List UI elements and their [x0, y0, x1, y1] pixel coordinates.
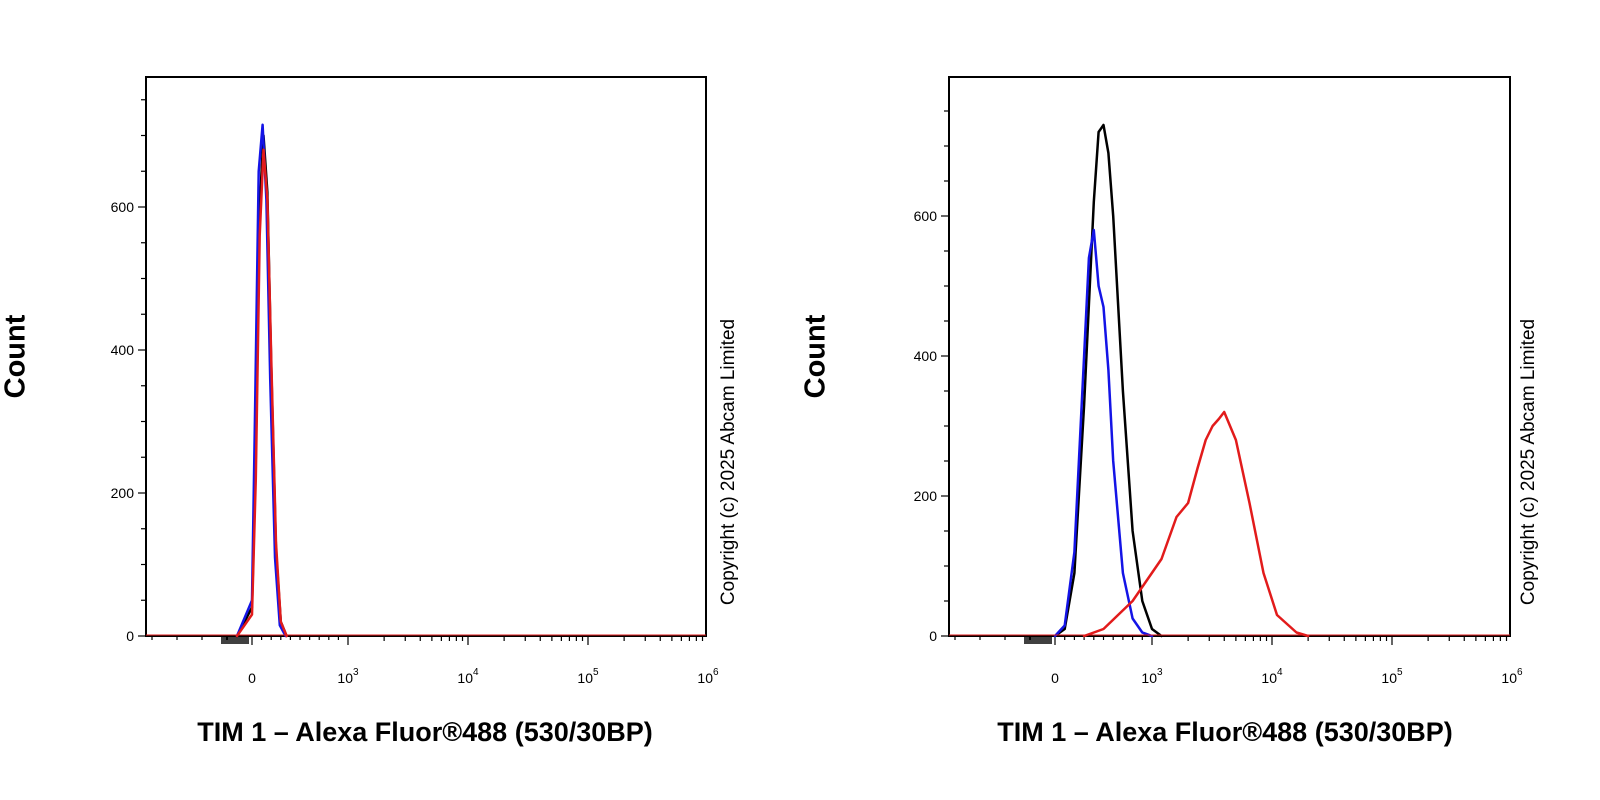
copyright-notice: Copyright (c) 2025 Abcam Limited	[1518, 318, 1539, 606]
x-tick-label: 103	[337, 667, 359, 686]
y-tick-label: 200	[914, 488, 938, 504]
x-tick-label: 0	[248, 670, 256, 686]
y-tick-label: 200	[111, 485, 135, 501]
plot-frame	[948, 76, 1511, 637]
x-tick-label: 105	[577, 667, 599, 686]
series-line-red	[1082, 410, 1310, 638]
x-tick-label: 103	[1141, 667, 1163, 686]
plot-frame	[145, 76, 707, 637]
y-tick-label: 400	[111, 342, 135, 358]
x-tick-label: 0	[1051, 670, 1059, 686]
y-tick-label: 400	[914, 348, 938, 364]
y-axis-label: Count	[0, 314, 32, 399]
x-tick-label: 104	[457, 667, 479, 686]
histogram-panel-right: 0 200 400 600 0 103 104 105 106 Count TIM 1 – Al…	[800, 0, 1600, 800]
x-axis-label: TIM 1 – Alexa Fluor®488 (530/30BP)	[197, 717, 653, 747]
series-line-red	[235, 148, 288, 638]
x-tick-label: 106	[697, 667, 719, 686]
x-axis-label: TIM 1 – Alexa Fluor®488 (530/30BP)	[997, 717, 1453, 747]
histogram-plot: 0 200 400 600 0 103 104 105 106	[111, 76, 719, 686]
x-tick-label: 105	[1381, 667, 1403, 686]
series-line-blue	[1053, 228, 1154, 638]
y-tick-label: 0	[126, 628, 134, 644]
histogram-panel-left: 0 200 400 600 0 103 104 105 106 Count TIM 1 – Al…	[0, 76, 739, 747]
y-tick-label: 600	[111, 199, 135, 215]
x-tick-label: 106	[1501, 667, 1523, 686]
y-tick-label: 600	[914, 208, 938, 224]
y-tick-label: 0	[929, 628, 937, 644]
copyright-notice: Copyright (c) 2025 Abcam Limited	[718, 318, 739, 606]
histogram-plot: 0 200 400 600 0 103 104 105 106	[914, 76, 1523, 686]
y-axis-label: Count	[799, 314, 832, 399]
x-tick-label: 104	[1261, 667, 1283, 686]
